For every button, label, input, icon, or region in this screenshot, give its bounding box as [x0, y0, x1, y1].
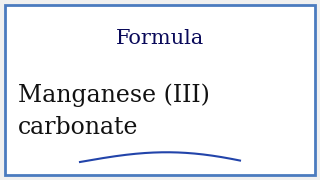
- Text: carbonate: carbonate: [18, 116, 139, 140]
- FancyBboxPatch shape: [5, 5, 315, 175]
- Text: Manganese (III): Manganese (III): [18, 83, 210, 107]
- Text: Formula: Formula: [116, 28, 204, 48]
